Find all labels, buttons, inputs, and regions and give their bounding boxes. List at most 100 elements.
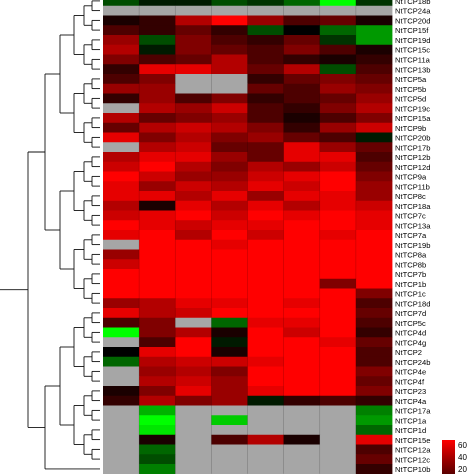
heatmap-cell	[211, 376, 248, 387]
heatmap-cell	[283, 25, 321, 36]
heatmap-cell	[103, 308, 140, 319]
row-label: NtTCP18d	[395, 299, 430, 308]
heatmap-cell	[319, 386, 357, 397]
legend-tick-label: 20	[458, 465, 467, 474]
heatmap-cell	[175, 239, 212, 250]
heatmap-cell	[139, 337, 176, 348]
heatmap-cell	[247, 171, 285, 182]
heatmap-cell	[355, 103, 393, 114]
heatmap-cell	[319, 288, 357, 299]
heatmap-cell	[319, 0, 357, 7]
heatmap-cell	[139, 434, 176, 445]
heatmap-cell	[319, 434, 357, 445]
heatmap-cell	[211, 15, 248, 26]
heatmap-cell	[211, 44, 248, 55]
row-label: NtTCP13b	[395, 65, 430, 74]
heatmap-cell	[175, 376, 212, 387]
heatmap-cell	[283, 308, 321, 319]
heatmap-cell	[175, 44, 212, 55]
heatmap-cell	[175, 337, 212, 348]
heatmap-cell	[139, 103, 176, 114]
heatmap-cell	[355, 161, 393, 172]
heatmap-cell	[247, 44, 285, 55]
row-dendrogram	[0, 0, 100, 470]
heatmap-cell	[355, 376, 393, 387]
row-label: NtTCP7b	[395, 270, 426, 279]
heatmap-cell	[175, 181, 212, 192]
heatmap-cell	[103, 269, 140, 280]
row-label: NtTCP5b	[395, 85, 426, 94]
heatmap-cell	[319, 347, 357, 358]
heatmap-cell	[175, 142, 212, 153]
heatmap-cell	[355, 298, 393, 309]
heatmap-cell	[355, 337, 393, 348]
row-label: NtTCP18b	[395, 0, 430, 6]
heatmap-cell	[283, 317, 321, 328]
heatmap-cell	[247, 454, 285, 465]
row-label: NtTCP15e	[395, 436, 430, 445]
heatmap-cell	[211, 395, 248, 406]
heatmap-cell	[355, 415, 393, 426]
row-label: NtTCP7c	[395, 212, 426, 221]
heatmap-cell	[319, 161, 357, 172]
row-label: NtTCP11b	[395, 182, 430, 191]
heatmap-cell	[175, 152, 212, 163]
heatmap-cell	[319, 259, 357, 270]
row-label: NtTCP19b	[395, 241, 430, 250]
heatmap-cell	[175, 308, 212, 319]
heatmap-cell	[211, 200, 248, 211]
heatmap-cell	[103, 210, 140, 221]
heatmap-cell	[211, 288, 248, 299]
heatmap-cell	[247, 83, 285, 94]
heatmap-cell	[247, 200, 285, 211]
heatmap-cell	[283, 171, 321, 182]
heatmap-cell	[355, 454, 393, 465]
heatmap-cell	[139, 181, 176, 192]
row-label: NtTCP20b	[395, 134, 430, 143]
heatmap-cell	[103, 395, 140, 406]
heatmap-cell	[247, 278, 285, 289]
heatmap-cell	[319, 395, 357, 406]
heatmap-cell	[175, 278, 212, 289]
heatmap-cell	[247, 181, 285, 192]
heatmap-cell	[283, 454, 321, 465]
heatmap-cell	[283, 434, 321, 445]
heatmap-cell	[319, 356, 357, 367]
heatmap-cell	[319, 239, 357, 250]
heatmap-cell	[139, 376, 176, 387]
heatmap-cell	[211, 132, 248, 143]
heatmap-cell	[319, 454, 357, 465]
heatmap-cell	[175, 15, 212, 26]
heatmap-cell	[283, 230, 321, 241]
heatmap-cell	[211, 161, 248, 172]
heatmap-cell	[319, 230, 357, 241]
row-label: NtTCP2	[395, 348, 422, 357]
heatmap-cell	[355, 249, 393, 260]
heatmap-cell	[283, 142, 321, 153]
heatmap-cell	[103, 444, 140, 455]
heatmap-cell	[247, 132, 285, 143]
row-label: NtTCP8a	[395, 251, 427, 260]
heatmap-cell	[247, 5, 285, 16]
heatmap-cell	[355, 230, 393, 241]
heatmap-cell	[175, 64, 212, 75]
heatmap-cell	[355, 239, 393, 250]
heatmap-cell	[139, 93, 176, 104]
heatmap-cell	[355, 64, 393, 75]
heatmap-cell	[283, 152, 321, 163]
heatmap-cell	[319, 191, 357, 202]
heatmap-cell	[103, 161, 140, 172]
heatmap-cell	[103, 220, 140, 231]
heatmap-cell	[247, 0, 285, 7]
row-label: NtTCP1d	[395, 426, 426, 435]
heatmap-cell	[247, 142, 285, 153]
heatmap-cell	[103, 366, 140, 377]
heatmap-cell	[211, 356, 248, 367]
heatmap-cell	[175, 386, 212, 397]
heatmap-cell	[319, 152, 357, 163]
heatmap-cell	[319, 44, 357, 55]
heatmap-cell	[319, 444, 357, 455]
heatmap-cell	[283, 5, 321, 16]
row-label: NtTCP15f	[395, 26, 429, 35]
